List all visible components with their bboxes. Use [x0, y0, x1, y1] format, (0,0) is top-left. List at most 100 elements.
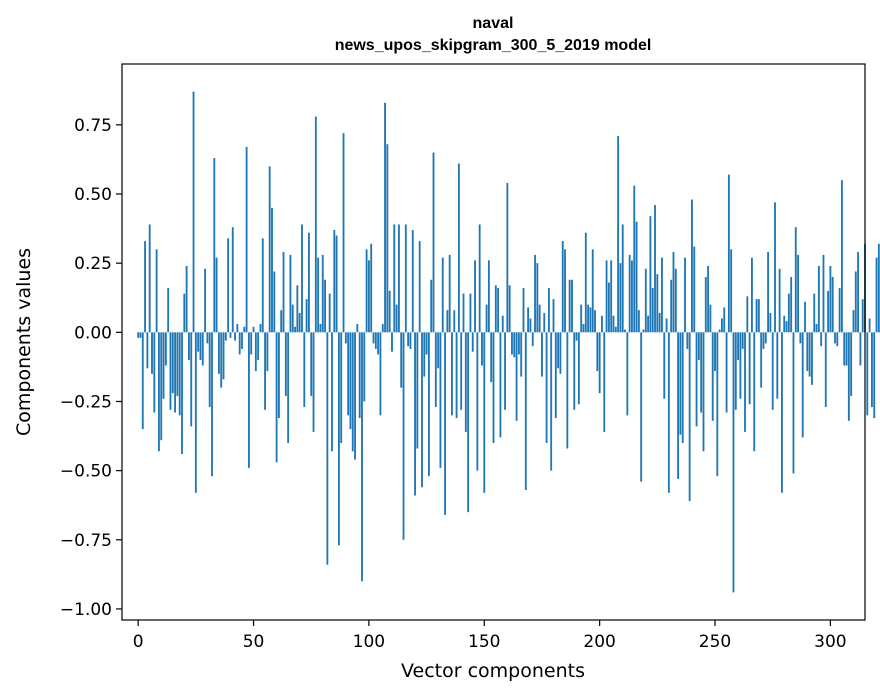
bar-143: [467, 332, 470, 513]
bar-307: [845, 332, 848, 366]
x-axis-label: Vector components: [401, 660, 585, 682]
bar-84: [331, 332, 333, 452]
plot-frame: [121, 63, 866, 621]
bar-67: [291, 304, 294, 333]
bar-41: [231, 227, 234, 333]
bar-155: [494, 285, 497, 333]
bar-258: [732, 332, 735, 593]
bar-76: [312, 332, 315, 432]
bar-96: [358, 332, 361, 419]
bar-274: [769, 312, 772, 333]
bar-242: [695, 332, 698, 427]
bar-238: [686, 332, 689, 349]
bar-218: [640, 332, 643, 482]
bar-120: [414, 332, 416, 496]
bar-80: [321, 254, 324, 333]
bar-43: [236, 324, 239, 333]
bar-308: [847, 332, 850, 421]
x-tick-label: 0: [133, 632, 144, 652]
bar-298: [824, 332, 827, 408]
bar-208: [617, 135, 620, 333]
bar-255: [725, 332, 728, 413]
bar-90: [344, 332, 347, 344]
bar-147: [476, 332, 479, 471]
bar-71: [301, 224, 303, 333]
bar-77: [314, 116, 317, 333]
bar-188: [571, 279, 573, 333]
bar-239: [688, 332, 691, 502]
bar-88: [340, 332, 343, 443]
bar-240: [691, 199, 693, 333]
bar-40: [229, 332, 232, 338]
bar-306: [843, 332, 846, 366]
bar-127: [430, 279, 433, 333]
bar-32: [211, 332, 213, 477]
bar-92: [349, 332, 352, 430]
bar-182: [557, 332, 560, 369]
x-tick-label: 250: [699, 632, 731, 652]
bar-283: [790, 277, 793, 333]
bar-1: [139, 332, 142, 338]
chart-title-line-1: naval: [473, 15, 514, 32]
bar-100: [367, 260, 370, 333]
bar-58: [271, 207, 273, 333]
bar-26: [197, 332, 200, 352]
bar-87: [337, 332, 340, 546]
bar-233: [674, 268, 677, 333]
bar-214: [631, 260, 633, 333]
bar-95: [356, 324, 359, 333]
x-axis-ticks: 0 50 100 150 200 250 300: [133, 620, 847, 652]
bar-123: [421, 332, 423, 488]
bar-284: [792, 332, 795, 474]
bar-311: [854, 271, 857, 333]
bar-81: [324, 279, 326, 333]
bar-136: [451, 332, 453, 416]
bar-219: [642, 329, 645, 333]
bar-294: [815, 324, 818, 333]
bar-269: [757, 299, 760, 333]
bar-190: [575, 332, 578, 341]
bar-53: [259, 324, 262, 333]
bar-49: [250, 332, 253, 355]
bar-241: [693, 246, 696, 333]
bar-197: [591, 249, 594, 333]
bar-98: [363, 332, 366, 402]
bar-34: [215, 257, 218, 333]
bar-235: [679, 332, 682, 435]
bar-221: [647, 315, 650, 333]
bar-277: [776, 332, 779, 399]
bar-229: [665, 318, 668, 333]
bar-0: [137, 332, 140, 338]
bar-206: [612, 315, 615, 333]
y-tick-label: 0.00: [74, 323, 112, 343]
bar-179: [550, 332, 553, 471]
bar-309: [850, 332, 853, 396]
bar-25: [194, 332, 197, 493]
bar-228: [663, 332, 666, 399]
bar-144: [469, 293, 472, 333]
bar-3: [144, 241, 146, 333]
bar-10: [160, 332, 163, 441]
bar-126: [427, 332, 430, 477]
bar-250: [714, 332, 716, 372]
bar-276: [774, 202, 776, 333]
bar-134: [446, 310, 449, 333]
bar-86: [335, 235, 338, 333]
bar-82: [326, 332, 329, 565]
bar-319: [873, 332, 876, 419]
bar-107: [384, 102, 386, 333]
bar-304: [838, 288, 841, 333]
bar-321: [877, 243, 880, 333]
bar-302: [834, 332, 836, 344]
bar-196: [589, 307, 592, 333]
bar-299: [827, 290, 830, 333]
bar-199: [596, 332, 599, 372]
bar-129: [434, 332, 437, 408]
bar-244: [700, 332, 703, 413]
bar-212: [626, 332, 629, 416]
bar-205: [610, 260, 613, 333]
bar-74: [307, 232, 310, 333]
bar-291: [808, 332, 811, 377]
bar-149: [481, 332, 483, 366]
bar-286: [797, 254, 800, 333]
